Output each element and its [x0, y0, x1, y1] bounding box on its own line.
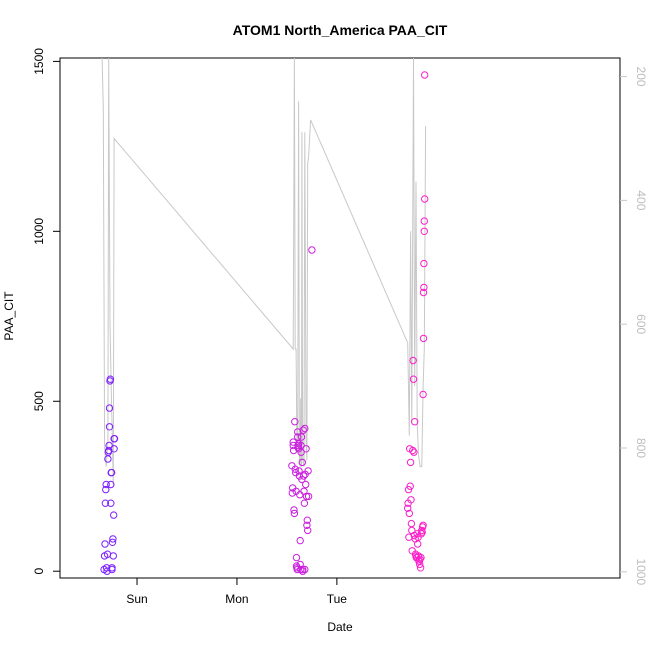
data-point	[420, 283, 428, 292]
data-point	[108, 565, 116, 574]
data-point	[406, 482, 414, 490]
data-point	[105, 441, 113, 450]
data-point	[289, 441, 297, 450]
data-point	[101, 499, 110, 507]
data-point	[421, 71, 429, 79]
data-point	[299, 426, 307, 434]
x-tick-label: Tue	[327, 592, 348, 606]
data-point	[304, 467, 312, 475]
data-point	[416, 560, 424, 569]
data-point	[290, 506, 298, 514]
data-point	[109, 535, 117, 543]
data-point	[409, 375, 418, 383]
data-point	[110, 435, 119, 443]
data-point	[297, 433, 306, 441]
data-point	[302, 480, 310, 489]
data-point	[420, 227, 428, 236]
data-point	[301, 565, 309, 574]
data-point	[416, 564, 425, 572]
data-point	[298, 458, 306, 467]
secondary-y-tick-label: 200	[634, 67, 648, 87]
data-point	[292, 553, 301, 562]
data-point	[102, 564, 111, 572]
data-point	[294, 433, 302, 441]
data-point	[299, 472, 308, 480]
data-point	[411, 418, 419, 426]
data-point	[297, 565, 305, 574]
data-point	[419, 390, 427, 399]
secondary-y-tick-label: 800	[634, 438, 648, 458]
data-point	[420, 259, 428, 268]
data-point	[418, 528, 426, 536]
data-point	[410, 448, 418, 456]
y-tick-label: 500	[32, 391, 46, 411]
data-point	[419, 334, 428, 343]
data-point	[107, 468, 116, 477]
data-point	[105, 423, 114, 431]
data-point	[289, 438, 297, 446]
data-point	[302, 492, 311, 501]
y-tick-label: 1500	[32, 48, 46, 75]
data-point	[107, 480, 115, 489]
data-point	[290, 509, 299, 518]
data-point	[302, 445, 310, 453]
data-point	[303, 516, 311, 524]
data-point	[419, 521, 427, 529]
data-point	[110, 445, 118, 453]
data-point	[304, 526, 312, 535]
data-point	[405, 509, 413, 518]
x-axis-label: Date	[327, 620, 353, 634]
data-point	[421, 195, 429, 203]
data-point	[404, 504, 412, 512]
data-point	[298, 475, 306, 484]
data-point	[291, 465, 299, 473]
data-point	[109, 552, 118, 560]
secondary-y-tick-label: 400	[634, 190, 648, 210]
data-point	[108, 538, 117, 546]
plot-frame	[59, 57, 621, 579]
data-point	[105, 446, 113, 455]
y-axis-label: PAA_CIT	[2, 291, 16, 341]
data-point	[102, 485, 110, 494]
data-point	[110, 511, 118, 519]
data-point	[304, 492, 313, 501]
data-point	[101, 540, 109, 548]
data-point	[103, 567, 111, 575]
pressure-line	[101, 58, 427, 486]
data-point	[301, 424, 309, 433]
data-point	[295, 467, 303, 475]
data-point	[288, 489, 296, 497]
data-point	[420, 217, 428, 225]
data-point	[407, 496, 415, 504]
data-point	[308, 246, 316, 254]
chart-title: ATOM1 North_America PAA_CIT	[233, 22, 448, 38]
x-tick-label: Sun	[126, 592, 147, 606]
data-point	[297, 441, 305, 450]
data-point	[419, 288, 428, 297]
data-point	[296, 536, 304, 545]
secondary-y-tick-label: 1000	[634, 558, 648, 585]
data-point	[404, 485, 413, 494]
data-point	[303, 521, 311, 529]
data-point	[107, 499, 115, 507]
data-point	[406, 458, 415, 467]
data-point	[417, 553, 425, 562]
data-point	[409, 446, 417, 455]
chart-marks: 0 500 1000 1500 Sun Mon Tue 200 400 600 800 1000	[32, 48, 648, 606]
data-point	[102, 480, 110, 489]
data-point	[105, 404, 114, 412]
data-point	[106, 375, 115, 383]
data-point	[299, 565, 307, 574]
y-tick-label: 0	[32, 568, 46, 575]
secondary-y-tick-label: 600	[634, 314, 648, 334]
x-tick-label: Mon	[225, 592, 248, 606]
data-point	[291, 418, 299, 426]
data-point	[300, 499, 309, 507]
y-tick-label: 1000	[32, 218, 46, 245]
data-point	[409, 356, 417, 365]
